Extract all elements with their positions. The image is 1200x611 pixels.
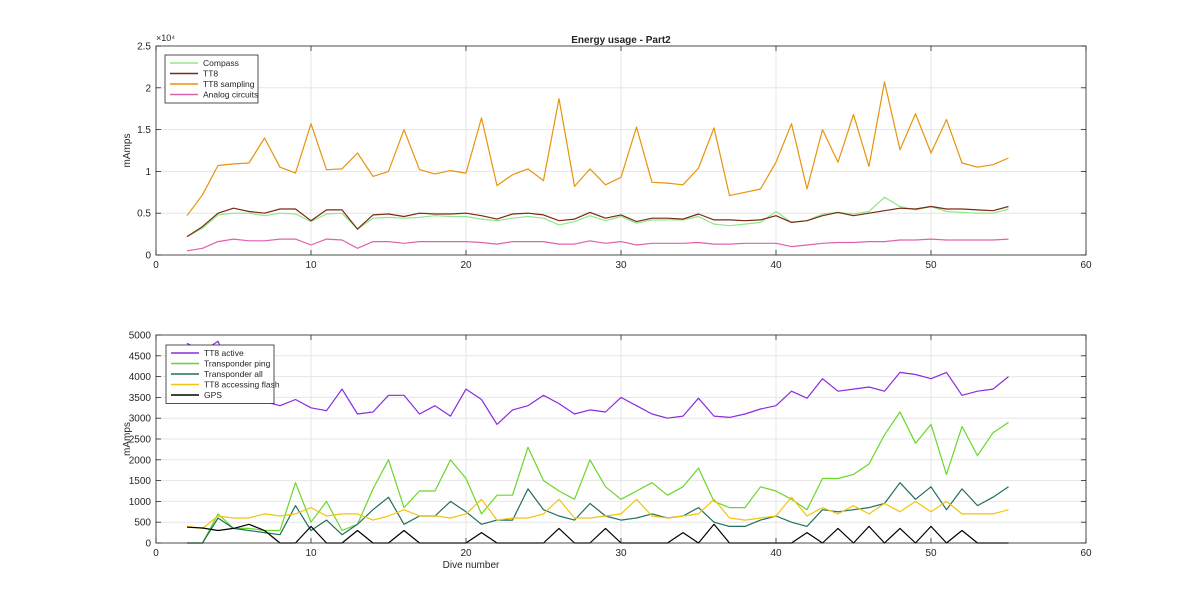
y-axis-label: mAmps <box>122 134 133 168</box>
series-line-gps <box>186 523 1009 544</box>
x-tick-label: 10 <box>305 260 317 271</box>
y-tick-label: 3000 <box>129 414 152 425</box>
series-line-transponder-all <box>187 482 1009 544</box>
x-tick-label: 30 <box>615 260 627 271</box>
y-tick-label: 5000 <box>129 331 152 342</box>
y-tick-label: 4500 <box>129 351 152 362</box>
x-axis-label: Dive number <box>443 560 500 571</box>
series-line-transponder-ping <box>187 411 1009 544</box>
y-tick-label: 0 <box>145 539 151 550</box>
y-tick-label: 0.5 <box>137 209 151 220</box>
y-tick-label: 500 <box>134 518 151 529</box>
y-tick-label: 3500 <box>129 393 152 404</box>
legend-entry: TT8 active <box>204 348 244 358</box>
y-tick-label: 2500 <box>129 435 152 446</box>
x-tick-label: 40 <box>770 548 782 559</box>
series-line-compass <box>186 196 1009 238</box>
legend-entry: Transponder ping <box>204 359 271 369</box>
y-tick-label: 2.5 <box>137 42 151 53</box>
y-exponent-label: ×10⁴ <box>156 33 175 43</box>
legend-entry: Analog circuits <box>203 90 258 100</box>
x-tick-label: 0 <box>153 548 159 559</box>
y-tick-label: 1000 <box>129 497 152 508</box>
x-tick-label: 20 <box>460 548 472 559</box>
x-tick-label: 60 <box>1080 548 1092 559</box>
legend-entry: TT8 sampling <box>203 79 255 89</box>
x-tick-label: 40 <box>770 260 782 271</box>
y-tick-label: 1 <box>145 167 151 178</box>
legend-entry: Compass <box>203 58 239 68</box>
x-tick-label: 60 <box>1080 260 1092 271</box>
x-tick-label: 10 <box>305 548 317 559</box>
legend-entry: Transponder all <box>204 369 263 379</box>
legend-entry: GPS <box>204 390 222 400</box>
series-line-tt8 <box>186 205 1009 238</box>
y-tick-label: 4000 <box>129 372 152 383</box>
x-tick-label: 50 <box>925 548 937 559</box>
x-tick-label: 30 <box>615 548 627 559</box>
y-axis-label: mAmps <box>122 422 133 456</box>
top-chart: 0 10 20 30 40 50 60 0 0.5 1 1.5 2 2.5 ×10⁴ mAmps Compas… <box>122 33 1092 271</box>
y-tick-label: 2 <box>145 83 151 94</box>
series-line-tt8-active <box>186 340 1009 425</box>
chart-title: Energy usage - Part2 <box>571 35 671 46</box>
x-tick-label: 0 <box>153 260 159 271</box>
legend-entry: TT8 <box>203 69 218 79</box>
series-line-tt8-accessing-flash <box>186 496 1009 530</box>
y-tick-label: 0 <box>145 251 151 262</box>
legend-entry: TT8 accessing flash <box>204 380 280 390</box>
x-tick-label: 20 <box>460 260 472 271</box>
series-line-analog-circuits <box>186 238 1009 252</box>
y-tick-label: 1500 <box>129 476 152 487</box>
x-tick-label: 50 <box>925 260 937 271</box>
bottom-chart: 0 10 20 30 40 50 60 0 500 1000 1500 2000 2500 3000 350… <box>122 331 1092 572</box>
y-tick-label: 2000 <box>129 455 152 466</box>
series-line-tt8-sampling <box>186 81 1009 217</box>
y-tick-label: 1.5 <box>137 125 151 136</box>
